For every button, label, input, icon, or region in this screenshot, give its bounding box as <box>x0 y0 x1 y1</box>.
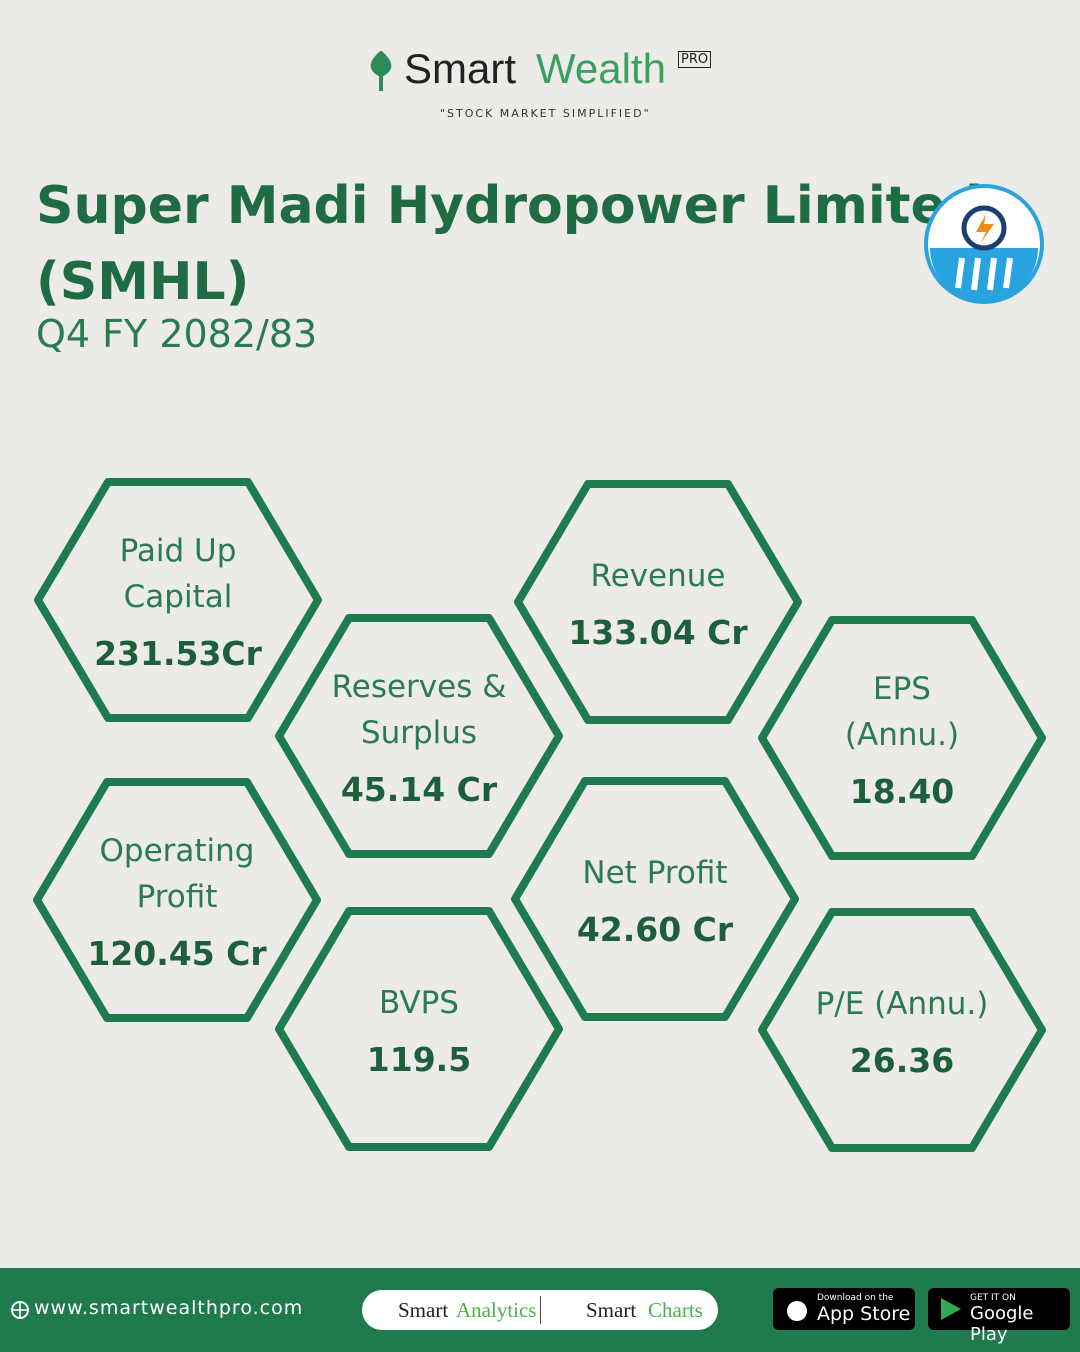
hex-outline <box>514 480 802 724</box>
play-small: GET IT ON <box>970 1293 1016 1303</box>
hex-outline <box>33 778 321 1022</box>
metric-hex: Operating Profit 120.45 Cr <box>32 775 322 1025</box>
metric-hex: P/E (Annu.) 26.36 <box>757 905 1047 1155</box>
metric-hex: Reserves & Surplus 45.14 Cr <box>274 611 564 861</box>
globe-icon <box>11 1301 29 1319</box>
metric-value: 18.40 <box>849 771 955 811</box>
hex-outline <box>275 907 563 1151</box>
metric-value: 26.36 <box>849 1040 955 1080</box>
metric-hex: Revenue 133.04 Cr <box>513 477 803 727</box>
metric-label: Reserves & <box>331 668 507 705</box>
metric-label: Net Profit <box>582 854 728 891</box>
metric-label: Revenue <box>590 557 726 594</box>
metric-value: 45.14 Cr <box>340 769 498 809</box>
brand-accent: Wealth <box>536 45 666 92</box>
charts-b[interactable]: Charts <box>648 1298 703 1322</box>
footer: www.smartwealthpro.com Smart Analytics S… <box>0 1268 1080 1352</box>
metric-label: Operating <box>99 832 255 869</box>
metric-label: Capital <box>123 578 233 615</box>
metric-hex: EPS (Annu.) 18.40 <box>757 613 1047 863</box>
tagline: "STOCK MARKET SIMPLIFIED" <box>440 107 651 120</box>
analytics-a[interactable]: Smart <box>398 1298 449 1322</box>
metric-label: BVPS <box>379 984 459 1021</box>
hex-outline <box>275 614 563 858</box>
title-line: (SMHL) <box>36 252 250 312</box>
metric-label: Paid Up <box>119 532 237 569</box>
metric-hex: BVPS 119.5 <box>274 904 564 1154</box>
metric-label: (Annu.) <box>844 716 960 753</box>
subtitle: Q4 FY 2082/83 <box>36 312 318 356</box>
hex-outline <box>758 616 1046 860</box>
metric-value: 42.60 Cr <box>576 909 734 949</box>
metric-label: P/E (Annu.) <box>815 985 989 1022</box>
metric-value: 231.53Cr <box>94 633 262 673</box>
metric-hex: Paid Up Capital 231.53Cr <box>33 475 323 725</box>
hex-outline <box>511 777 799 1021</box>
play: Google Play <box>970 1303 1034 1345</box>
metric-value: 120.45 Cr <box>87 933 267 973</box>
metric-value: 133.04 Cr <box>568 612 748 652</box>
metric-label: Profit <box>136 878 218 915</box>
metric-hex: Net Profit 42.60 Cr <box>510 774 800 1024</box>
badge: PRO <box>678 51 712 68</box>
hex-outline <box>34 478 322 722</box>
company-icon <box>924 184 1044 304</box>
divider <box>540 1296 541 1324</box>
analytics-b[interactable]: Analytics <box>456 1298 537 1322</box>
apple-icon <box>787 1301 807 1321</box>
logo-icon <box>370 51 392 91</box>
charts-a[interactable]: Smart <box>586 1298 637 1322</box>
play-icon <box>941 1298 961 1320</box>
brand: Smart <box>404 45 517 92</box>
hex-outline <box>758 908 1046 1152</box>
website[interactable]: www.smartwealthpro.com <box>34 1297 304 1319</box>
app-store-badge[interactable]: Download on the App Store <box>773 1288 915 1330</box>
app-pill: Smart Analytics Smart Charts <box>362 1290 718 1330</box>
title: Super Madi Hydropower Limited (SMHL) <box>36 168 983 320</box>
metric-label: EPS <box>873 670 931 707</box>
metric-value: 119.5 <box>366 1039 472 1079</box>
appstore-small: Download on the <box>817 1293 894 1303</box>
logo: Smart Wealth PRO "STOCK MARKET SIMPLIFIE… <box>360 45 720 125</box>
appstore: App Store <box>817 1303 911 1325</box>
title-line: Super Madi Hydropower Limited <box>36 176 984 236</box>
metric-label: Surplus <box>360 714 478 751</box>
google-play-badge[interactable]: GET IT ON Google Play <box>928 1288 1070 1345</box>
